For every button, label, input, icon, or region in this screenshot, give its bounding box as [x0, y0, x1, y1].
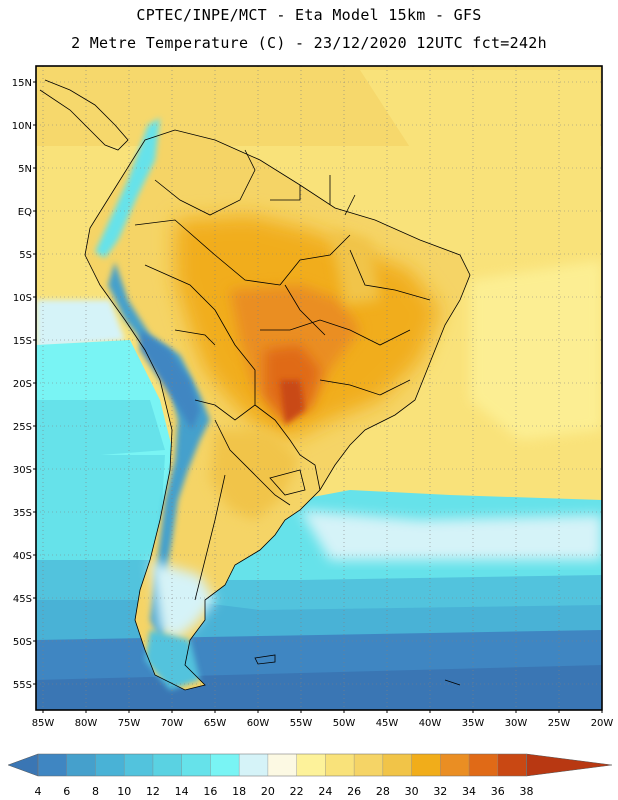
- lon-label-45w: 45W: [376, 718, 399, 729]
- lon-label-50w: 50W: [333, 718, 356, 729]
- lon-label-40w: 40W: [419, 718, 442, 729]
- colorbar-label-16: 16: [203, 785, 217, 798]
- colorbar-swatch: [354, 754, 384, 776]
- colorbar-label-24: 24: [318, 785, 332, 798]
- colorbar-label-8: 8: [92, 785, 99, 798]
- map-title-line1: CPTEC/INPE/MCT - Eta Model 15km - GFS: [136, 6, 482, 24]
- lon-label-85w: 85W: [32, 718, 55, 729]
- lat-label-30s: 30S: [13, 465, 32, 476]
- colorbar-label-36: 36: [491, 785, 505, 798]
- lon-label-80w: 80W: [75, 718, 98, 729]
- colorbar-swatch: [411, 754, 441, 776]
- colorbar-arrow-high: [526, 753, 613, 777]
- colorbar-label-10: 10: [117, 785, 131, 798]
- colorbar-label-26: 26: [347, 785, 361, 798]
- colorbar-label-30: 30: [405, 785, 419, 798]
- lon-label-75w: 75W: [118, 718, 141, 729]
- colorbar-label-20: 20: [261, 785, 275, 798]
- lon-label-65w: 65W: [204, 718, 227, 729]
- temperature-field: [36, 66, 602, 710]
- lon-label-30w: 30W: [505, 718, 528, 729]
- colorbar-swatch: [382, 754, 413, 776]
- colorbar-swatch: [210, 754, 240, 776]
- lat-label-5s: 5S: [19, 250, 32, 261]
- colorbar-arrow-low: [7, 753, 39, 777]
- lat-label-45s: 45S: [13, 594, 32, 605]
- colorbar-label-22: 22: [290, 785, 304, 798]
- lat-label-25s: 25S: [13, 422, 32, 433]
- colorbar-label-34: 34: [462, 785, 476, 798]
- lat-label-5n: 5N: [18, 164, 32, 175]
- latitude-axis: 15N 10N 5N EQ 5S 10S 15S 20S 25S 30S 35S 40S 45S 50S 5…: [12, 78, 36, 691]
- colorbar-swatch: [469, 754, 499, 776]
- colorbar-swatch: [66, 754, 96, 776]
- country-borders: [39, 79, 471, 691]
- colorbar-swatch: [239, 754, 269, 776]
- colorbar-swatch: [296, 754, 326, 776]
- lat-label-10n: 10N: [12, 121, 32, 132]
- lat-label-eq: EQ: [18, 207, 32, 218]
- colorbar-swatch: [440, 754, 470, 776]
- colorbar-label-32: 32: [433, 785, 447, 798]
- lon-label-55w: 55W: [290, 718, 313, 729]
- lat-label-10s: 10S: [13, 293, 32, 304]
- colorbar-swatch: [497, 754, 528, 776]
- plot-frame: [35, 65, 603, 711]
- colorbar-swatch: [267, 754, 298, 776]
- lon-label-70w: 70W: [161, 718, 184, 729]
- lon-label-35w: 35W: [462, 718, 485, 729]
- lat-label-40s: 40S: [13, 551, 32, 562]
- lon-label-25w: 25W: [548, 718, 571, 729]
- lat-label-15n: 15N: [12, 78, 32, 89]
- colorbar-swatch: [152, 754, 183, 776]
- colorbar-label-18: 18: [232, 785, 246, 798]
- map-title-line2: 2 Metre Temperature (C) - 23/12/2020 12U…: [71, 34, 547, 52]
- lat-label-50s: 50S: [13, 637, 32, 648]
- lon-label-20w: 20W: [591, 718, 614, 729]
- lat-label-55s: 55S: [13, 680, 32, 691]
- colorbar-swatch: [124, 754, 154, 776]
- colorbar-label-38: 38: [520, 785, 534, 798]
- longitude-axis: 85W 80W 75W 70W 65W 60W 55W 50W 45W 40W 35W 30W 25W 2…: [32, 710, 614, 729]
- colorbar-label-4: 4: [35, 785, 42, 798]
- lat-label-20s: 20S: [13, 379, 32, 390]
- colorbar-label-14: 14: [175, 785, 189, 798]
- colorbar-swatch: [38, 754, 68, 776]
- colorbar-label-28: 28: [376, 785, 390, 798]
- lat-label-35s: 35S: [13, 508, 32, 519]
- colorbar: 4 6 8 10 12 14 16 18 20 22 24 26 28 30 32 34 36 38: [7, 753, 613, 798]
- colorbar-swatch: [325, 754, 355, 776]
- colorbar-swatch: [181, 754, 211, 776]
- colorbar-swatch: [95, 754, 125, 776]
- lon-label-60w: 60W: [247, 718, 270, 729]
- colorbar-label-12: 12: [146, 785, 160, 798]
- colorbar-label-6: 6: [63, 785, 70, 798]
- lat-label-15s: 15S: [13, 336, 32, 347]
